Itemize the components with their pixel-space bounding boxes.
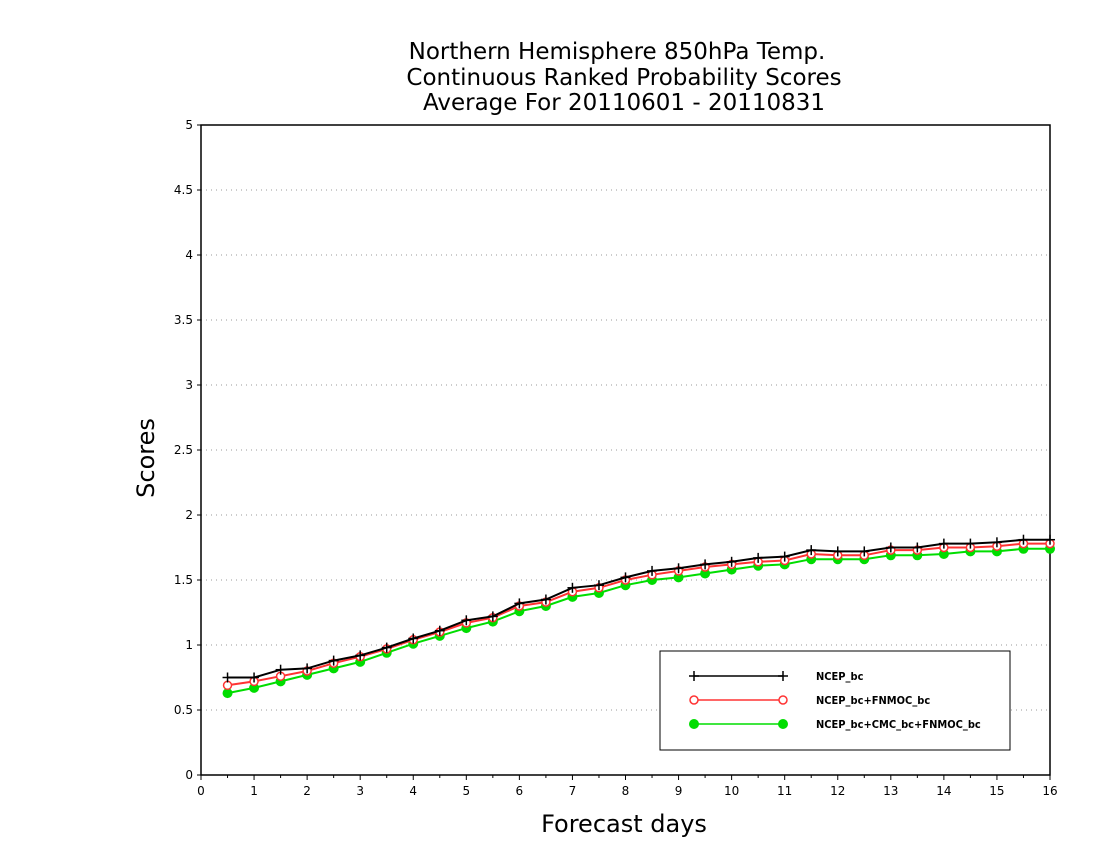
y-tick-label: 0.5 (174, 703, 193, 717)
data-point-ncep-bc (938, 538, 949, 549)
data-point-ncep-bc (461, 615, 472, 626)
data-point-ncep-bc (355, 650, 366, 661)
x-tick-label: 1 (250, 784, 258, 798)
data-point-ncep-bc (540, 594, 551, 605)
series-ncep-bc (222, 534, 1055, 683)
data-point-ncep-bc (434, 625, 445, 636)
data-point-ncep-bc (753, 552, 764, 563)
x-tick-label: 11 (777, 784, 792, 798)
y-axis-label: Scores (132, 418, 160, 498)
data-point-ncep-bc (567, 582, 578, 593)
x-tick-label: 9 (675, 784, 683, 798)
data-point-ncep-bc (222, 672, 233, 683)
data-point-ncep-bc (381, 642, 392, 653)
legend-label-ncep-bc-cmc-bc-fnmoc-bc: NCEP_bc+CMC_bc+FNMOC_bc (816, 718, 981, 731)
x-tick-label: 5 (462, 784, 470, 798)
x-tick-label: 13 (883, 784, 898, 798)
y-tick-label: 2.5 (174, 443, 193, 457)
data-point-ncep-bc (620, 572, 631, 583)
data-point-ncep-bc (328, 655, 339, 666)
y-tick-label: 4 (185, 248, 193, 262)
legend-marker-ncep-bc-fnmoc-bc (778, 695, 788, 705)
x-tick-label: 0 (197, 784, 205, 798)
data-point-ncep-bc (726, 556, 737, 567)
data-point-ncep-bc (487, 611, 498, 622)
x-tick-label: 16 (1042, 784, 1057, 798)
y-tick-label: 1 (185, 638, 193, 652)
legend-marker-ncep-bc-cmc-bc-fnmoc-bc (778, 719, 788, 729)
data-point-ncep-bc (408, 633, 419, 644)
legend: NCEP_bc NCEP_bc+FNMOC_bc NCEP_bc+CMC_bc+FN… (659, 650, 1011, 751)
legend-item-ncep-bc: NCEP_bc (689, 670, 864, 683)
data-point-ncep-bc (1045, 534, 1055, 545)
x-tick-label: 2 (303, 784, 311, 798)
data-point-ncep-bc (832, 546, 843, 557)
legend-marker-ncep-bc-fnmoc-bc (689, 695, 699, 705)
y-tick-label: 2 (185, 508, 193, 522)
y-tick-label: 3.5 (174, 313, 193, 327)
x-tick-label: 7 (569, 784, 577, 798)
data-point-ncep-bc (514, 598, 525, 609)
y-tick-label: 0 (185, 768, 193, 782)
x-tick-label: 15 (989, 784, 1004, 798)
y-tick-label: 5 (185, 118, 193, 132)
x-tick-label: 12 (830, 784, 845, 798)
data-point-ncep-bc (885, 542, 896, 553)
data-point-ncep-bc (912, 542, 923, 553)
x-tick-label: 4 (409, 784, 417, 798)
x-tick-label: 6 (516, 784, 524, 798)
y-axis: 0 0.5 1 1.5 2 2.5 3 3.5 4 4.5 5 (174, 118, 201, 782)
legend-marker-ncep-bc (689, 671, 699, 681)
data-point-ncep-bc (673, 563, 684, 574)
chart-title-line-1: Northern Hemisphere 850hPa Temp. (409, 39, 826, 65)
x-axis: 0 1 2 3 4 5 6 7 8 9 10 11 12 13 14 15 16 (197, 775, 1058, 798)
x-tick-label: 8 (622, 784, 630, 798)
data-point-ncep-bc (806, 545, 817, 556)
y-tick-label: 3 (185, 378, 193, 392)
gridlines (201, 189, 1050, 711)
data-point-ncep-bc (593, 580, 604, 591)
data-point-ncep-bc (275, 664, 286, 675)
data-point-ncep-bc (1018, 534, 1029, 545)
data-point-ncep-bc (302, 663, 313, 674)
chart-title-line-2: Continuous Ranked Probability Scores (406, 65, 841, 91)
x-axis-label: Forecast days (541, 810, 707, 838)
data-point-ncep-bc (859, 546, 870, 557)
legend-label-ncep-bc-fnmoc-bc: NCEP_bc+FNMOC_bc (816, 694, 930, 707)
data-point-ncep-bc (991, 537, 1002, 548)
legend-label-ncep-bc: NCEP_bc (816, 670, 864, 683)
x-tick-label: 14 (936, 784, 951, 798)
data-point-ncep-bc (779, 551, 790, 562)
legend-item-ncep-bc-cmc-bc-fnmoc-bc: NCEP_bc+CMC_bc+FNMOC_bc (689, 718, 981, 731)
y-tick-label: 4.5 (174, 183, 193, 197)
x-tick-label: 3 (356, 784, 364, 798)
series-group (222, 534, 1055, 699)
data-point-ncep-bc (965, 538, 976, 549)
legend-marker-ncep-bc-cmc-bc-fnmoc-bc (689, 719, 699, 729)
legend-marker-ncep-bc (778, 671, 788, 681)
legend-item-ncep-bc-fnmoc-bc: NCEP_bc+FNMOC_bc (689, 694, 930, 707)
y-tick-label: 1.5 (174, 573, 193, 587)
chart-title-line-3: Average For 20110601 - 20110831 (423, 90, 825, 116)
data-point-ncep-bc (249, 672, 260, 683)
data-point-ncep-bc (700, 559, 711, 570)
x-tick-label: 10 (724, 784, 739, 798)
data-point-ncep-bc (647, 565, 658, 576)
